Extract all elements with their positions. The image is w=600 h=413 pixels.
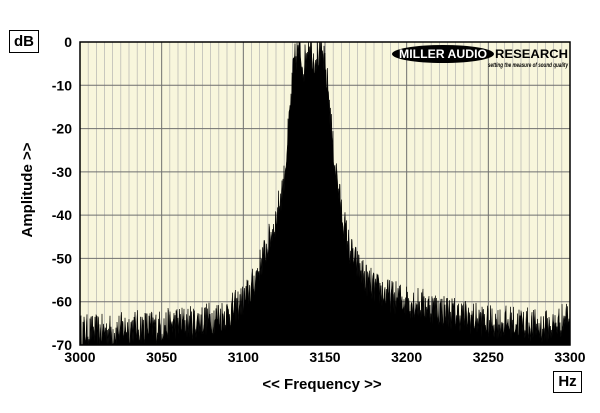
x-tick-labels: 3000 3050 3100 3150 3200 3250 3300 (64, 349, 585, 365)
x-tick-label: 3100 (228, 349, 259, 365)
y-tick-label: -40 (52, 207, 72, 223)
plot-frame (79, 41, 571, 346)
y-tick-labels: 0 -10 -20 -30 -40 -50 -60 -70 (52, 34, 72, 353)
x-tick-label: 3200 (391, 349, 422, 365)
x-tick-label: 3300 (554, 349, 585, 365)
y-tick-label: -20 (52, 121, 72, 137)
series-layer (79, 41, 571, 346)
y-tick-label: -70 (52, 337, 72, 353)
x-unit-label: Hz (553, 371, 582, 393)
brand-logo: MILLER AUDIO RESEARCH setting the measur… (392, 45, 569, 69)
y-tick-label: 0 (64, 34, 72, 50)
brand-tagline: setting the measure of sound quality (488, 63, 569, 69)
spectrum-series (79, 41, 571, 346)
x-tick-label: 3000 (64, 349, 95, 365)
x-axis-label: << Frequency >> (262, 376, 381, 393)
brand-logo-oval (392, 45, 494, 63)
y-axis-label: Amplitude >> (19, 142, 36, 237)
x-tick-label: 3250 (473, 349, 504, 365)
brand-name-right: RESEARCH (495, 47, 568, 61)
x-tick-label: 3050 (146, 349, 177, 365)
y-unit-label: dB (9, 30, 39, 53)
y-tick-label: -10 (52, 77, 72, 93)
y-tick-label: -30 (52, 164, 72, 180)
y-tick-label: -60 (52, 294, 72, 310)
y-tick-label: -50 (52, 250, 72, 266)
x-tick-label: 3150 (309, 349, 340, 365)
brand-name-left: MILLER AUDIO (399, 47, 487, 61)
